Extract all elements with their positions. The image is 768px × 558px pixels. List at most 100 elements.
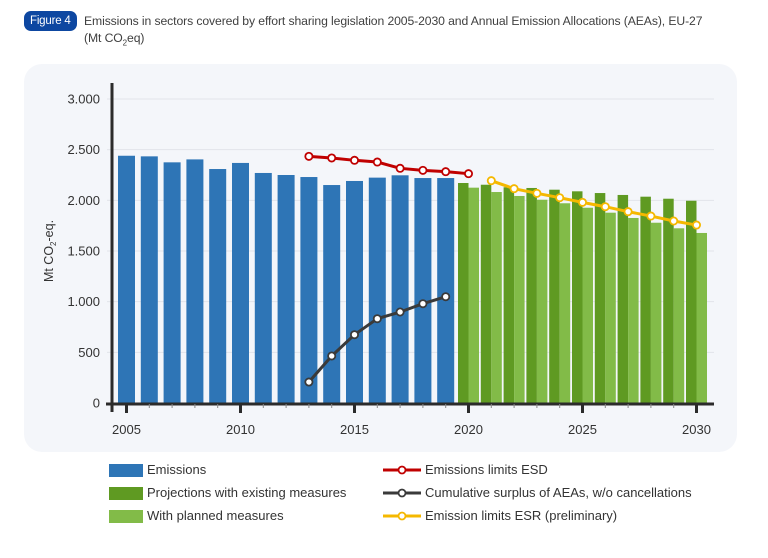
bar-existing-2026 [594, 193, 606, 403]
legend-line-marker-icon [383, 465, 421, 475]
bar-existing-2023 [526, 187, 537, 403]
x-tick-label: 2010 [226, 422, 255, 437]
bar-planned-2026 [605, 212, 616, 403]
lines [304, 151, 702, 387]
legend-label: Cumulative surplus of AEAs, w/o cancella… [425, 485, 692, 500]
bar-emissions-2007 [163, 162, 181, 403]
bar-planned-2029 [673, 228, 685, 403]
marker-surplus-2018 [418, 299, 428, 309]
marker-esr_limits-2024 [555, 193, 565, 203]
x-tick-label: 2025 [568, 422, 597, 437]
bar-emissions-2013 [300, 177, 318, 403]
bar-existing-2024 [549, 189, 560, 403]
bar-existing-2027 [617, 194, 629, 403]
marker-esr_limits-2025 [578, 197, 588, 207]
y-tick-label: 1.000 [67, 294, 100, 309]
bars [118, 155, 707, 403]
y-tick-label: 2.000 [67, 193, 100, 208]
bar-planned-2024 [559, 203, 571, 403]
marker-esr_limits-2027 [623, 207, 633, 217]
marker-esd_limits-2013 [304, 151, 314, 161]
marker-esd_limits-2016 [372, 157, 382, 167]
figure-title: Emissions in sectors covered by effort s… [84, 13, 744, 51]
marker-esd_limits-2015 [349, 155, 359, 165]
marker-surplus-2017 [395, 307, 405, 317]
bar-existing-2028 [640, 196, 651, 403]
x-tick-label: 2020 [454, 422, 483, 437]
y-tick-label: 2.500 [67, 142, 100, 157]
bar-existing-2030 [686, 200, 697, 403]
bar-planned-2025 [582, 207, 593, 403]
bar-emissions-2012 [277, 175, 295, 403]
bar-emissions-2011 [254, 172, 272, 403]
title-unit-post: eq) [127, 31, 145, 45]
bar-planned-2030 [696, 232, 707, 403]
legend-line-marker-icon [383, 488, 421, 498]
x-tick-label: 2030 [682, 422, 711, 437]
y-tick-label: 500 [78, 345, 100, 360]
legend-label: Emissions limits ESD [425, 462, 548, 477]
figure-badge: Figure 4 [24, 11, 77, 31]
chart: 0 500 1.000 1.500 2.000 2.500 3.000 2005 2010 201… [42, 83, 714, 437]
bar-emissions-2005 [118, 155, 135, 403]
bar-existing-2029 [663, 198, 674, 403]
bar-emissions-2016 [368, 177, 386, 403]
figure-title-line2: (Mt CO2eq) [84, 30, 744, 51]
bar-planned-2027 [628, 217, 639, 403]
bar-emissions-2009 [209, 169, 227, 403]
y-tick-label: 0 [93, 396, 100, 411]
bar-existing-2021 [480, 184, 492, 403]
bar-emissions-2019 [437, 178, 455, 403]
bar-existing-2020 [458, 183, 469, 403]
y-tick-label: 1.500 [67, 244, 100, 259]
legend-line-marker-icon [383, 511, 421, 521]
legend-label: With planned measures [147, 508, 284, 523]
marker-surplus-2019 [441, 292, 451, 302]
marker-esr_limits-2023 [532, 188, 542, 198]
bar-planned-2022 [514, 195, 525, 403]
bar-planned-2020 [468, 187, 479, 403]
marker-surplus-2013 [304, 377, 314, 387]
y-tick-label: 3.000 [67, 92, 100, 107]
bar-existing-2025 [572, 191, 583, 403]
title-unit-sub: 2 [122, 38, 128, 48]
legend-label: Emissions [147, 462, 207, 477]
legend: Emissions Projections with existing measu… [0, 460, 768, 540]
bar-emissions-2010 [232, 162, 249, 403]
marker-esr_limits-2021 [486, 176, 496, 186]
legend-swatch [109, 487, 143, 500]
bar-emissions-2006 [140, 156, 158, 403]
bar-emissions-2018 [414, 178, 432, 403]
bar-emissions-2015 [346, 180, 363, 403]
y-axis-label-group: Mt CO2-eq. [42, 220, 58, 282]
bar-emissions-2008 [186, 159, 204, 403]
legend-label: Projections with existing measures [147, 485, 347, 500]
bar-emissions-2014 [323, 185, 341, 403]
marker-esd_limits-2019 [441, 167, 451, 177]
line-esr_limits [490, 179, 697, 227]
legend-label: Emission limits ESR (preliminary) [425, 508, 618, 523]
marker-surplus-2015 [349, 330, 359, 340]
bar-emissions-2017 [391, 175, 409, 403]
marker-esd_limits-2020 [463, 169, 473, 179]
legend-swatch [109, 464, 143, 477]
axes: 0 500 1.000 1.500 2.000 2.500 3.000 2005 2010 201… [67, 83, 714, 437]
title-unit-pre: (Mt CO [84, 31, 123, 45]
legend-swatch [109, 510, 143, 523]
x-tick-label: 2005 [112, 422, 141, 437]
marker-esd_limits-2018 [418, 165, 428, 175]
marker-surplus-2014 [327, 351, 337, 361]
y-axis-label: Mt CO2-eq. [42, 220, 58, 282]
bar-planned-2028 [650, 222, 662, 403]
figure-title-line1: Emissions in sectors covered by effort s… [84, 14, 703, 28]
marker-esr_limits-2026 [600, 202, 610, 212]
marker-esr_limits-2028 [646, 211, 656, 221]
marker-esr_limits-2029 [669, 216, 679, 226]
marker-esr_limits-2022 [509, 184, 519, 194]
bar-planned-2023 [536, 199, 548, 403]
bar-existing-2022 [503, 187, 515, 403]
marker-esd_limits-2017 [395, 163, 405, 173]
marker-surplus-2016 [372, 314, 382, 324]
bar-planned-2021 [491, 192, 502, 403]
marker-esd_limits-2014 [327, 153, 337, 163]
